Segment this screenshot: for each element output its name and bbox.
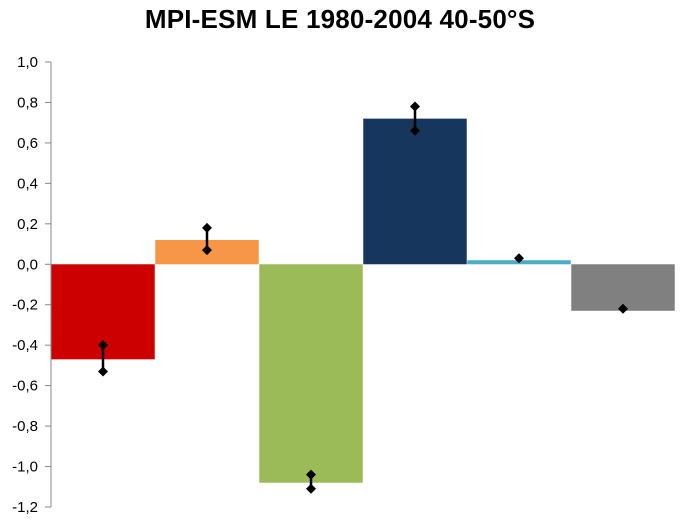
y-tick-label: -1,2 xyxy=(12,499,38,516)
error-marker xyxy=(514,253,524,264)
error-marker xyxy=(202,245,212,256)
y-tick-label: -1,0 xyxy=(12,459,38,476)
y-axis: 1,0 0,8 0,6 0,4 0,2 0,0 -0,2 -0,4 -0,6 -0,8 -1,0 -1… xyxy=(12,54,52,516)
bar-6 xyxy=(571,264,675,311)
error-marker xyxy=(618,303,628,314)
y-tick-label: 0,2 xyxy=(17,216,38,233)
y-tick-label: -0,4 xyxy=(12,337,38,354)
bar-4 xyxy=(363,118,467,265)
chart-title: MPI-ESM LE 1980-2004 40-50°S xyxy=(144,4,536,34)
y-tick-label: -0,6 xyxy=(12,378,38,395)
y-tick-label: 1,0 xyxy=(17,54,38,71)
y-tick-label: -0,8 xyxy=(12,418,38,435)
y-tick-label: -0,2 xyxy=(12,297,38,314)
error-marker xyxy=(306,469,316,480)
y-tick-label: 0,8 xyxy=(17,94,38,111)
bars-layer xyxy=(51,118,675,483)
bar-3 xyxy=(259,264,363,483)
y-tick-label: 0,4 xyxy=(17,175,38,192)
error-marker xyxy=(98,366,108,377)
error-marker xyxy=(98,340,108,351)
error-marker xyxy=(306,483,316,494)
error-marker xyxy=(410,101,420,112)
error-marker xyxy=(410,125,420,136)
error-marker xyxy=(202,222,212,233)
error-bars-layer xyxy=(98,101,628,494)
y-tick-label: 0,0 xyxy=(17,256,38,273)
y-tick-label: 0,6 xyxy=(17,135,38,152)
